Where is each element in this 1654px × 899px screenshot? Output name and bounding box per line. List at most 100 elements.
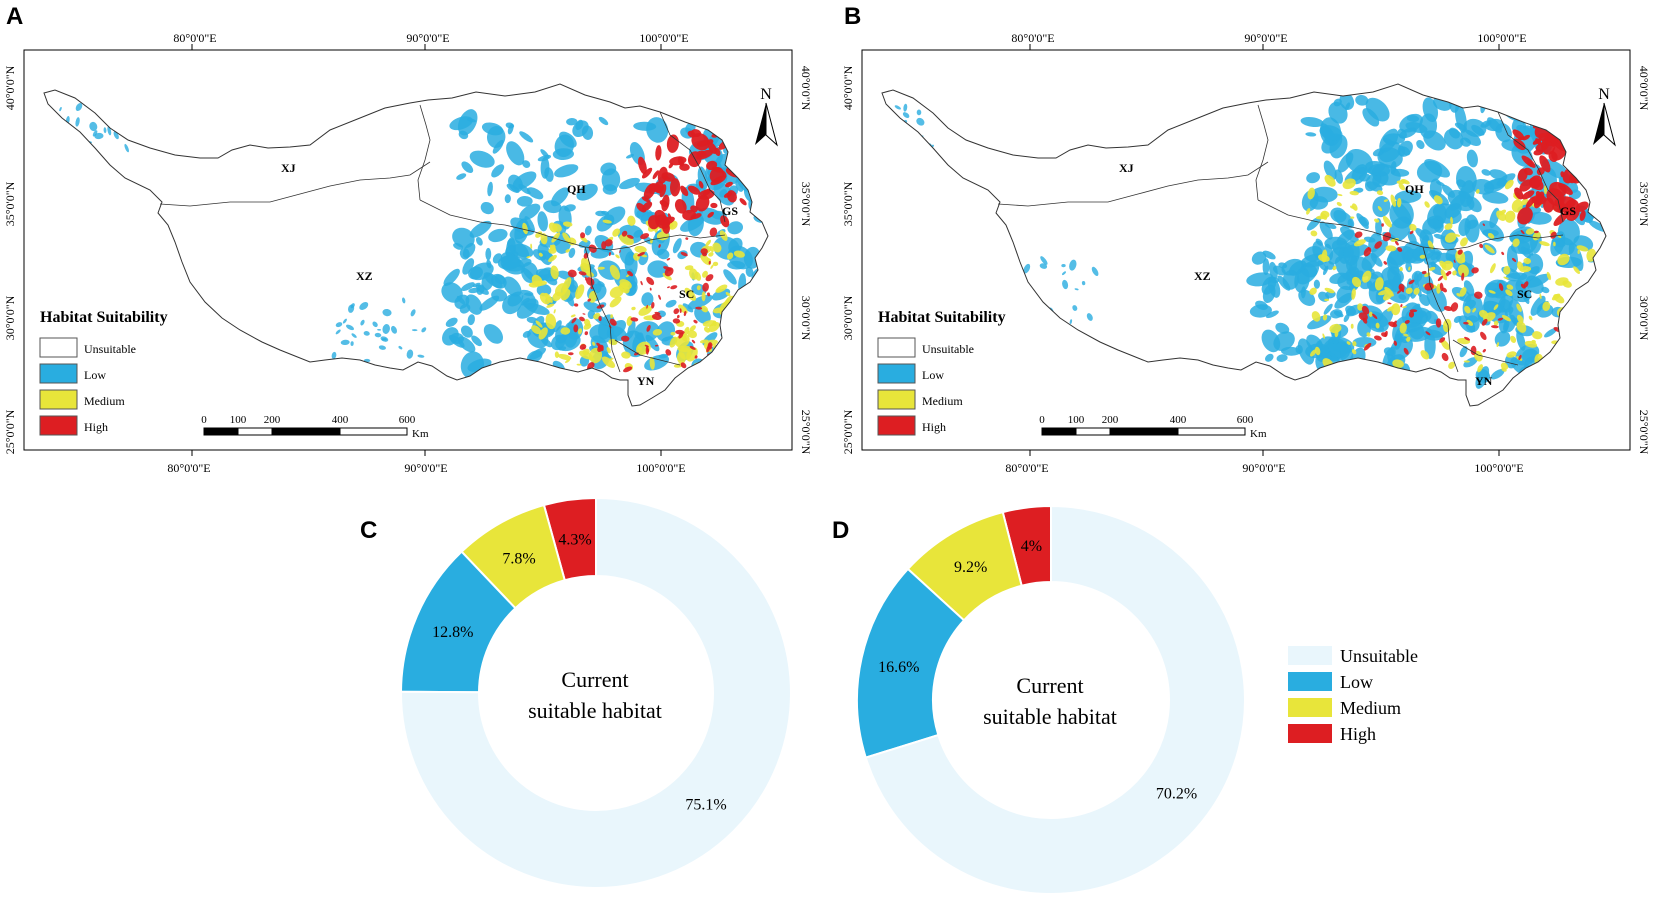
map-frame-b [861, 49, 1631, 451]
donut-legend-swatch-unsuitable [1288, 646, 1332, 665]
map-frame-a [23, 49, 793, 451]
north-arrow-right-icon [765, 102, 778, 147]
north-label-b: N [1598, 86, 1610, 103]
map-panel-b: B 80°0'0"E 90°0'0"E 100°0'0"E 80°0'0"E 9… [841, 3, 1651, 475]
north-arrow-left-icon [755, 103, 766, 145]
donut-legend-label-unsuitable: Unsuitable [1340, 646, 1418, 666]
lat-tick-25-left-a: 25°0'0"N [3, 409, 17, 454]
lon-ticks-bottom-a: 80°0'0"E 90°0'0"E 100°0'0"E [167, 450, 686, 475]
lat-tick-35-right-a: 35°0'0"N [799, 182, 813, 227]
legend-label-medium-a: Medium [84, 394, 125, 408]
panel-label-b: B [844, 3, 861, 30]
province-label-xj-a: XJ [281, 161, 296, 175]
north-arrow-left-icon [1593, 103, 1604, 145]
province-label-qh-a: QH [567, 182, 586, 196]
donut-label-low: 12.8% [432, 624, 473, 641]
lat-ticks-left-a: 40°0'0"N 35°0'0"N 30°0'0"N 25°0'0"N [3, 65, 17, 454]
donut-chart-c: C 4.3% 7.8% 12.8% 75.1% Current suitable ha… [360, 496, 792, 889]
lon-ticks-bottom-b: 80°0'0"E 90°0'0"E 100°0'0"E [1005, 450, 1524, 475]
north-arrow-right-icon [1603, 102, 1616, 147]
donut-center-title-line1-c: Current [561, 667, 628, 692]
lon-tick-80-top-a: 80°0'0"E [173, 31, 216, 45]
lat-tick-40-right-a: 40°0'0"N [799, 66, 813, 111]
lon-tick-90-bottom-a: 90°0'0"E [404, 461, 447, 475]
lon-tick-90-top-a: 90°0'0"E [406, 31, 449, 45]
legend-title-b: Habitat Suitability [878, 309, 1006, 326]
lon-tick-100-bottom-b: 100°0'0"E [1474, 461, 1523, 475]
province-label-xj-b: XJ [1119, 161, 1134, 175]
scale-tick-100-b: 100 [1068, 414, 1085, 426]
donut-label-high: 4.3% [558, 531, 591, 548]
donut-label-unsuitable: 75.1% [685, 797, 726, 814]
panel-label-d: D [832, 517, 849, 544]
lat-tick-25-left-b: 25°0'0"N [841, 409, 855, 454]
lon-tick-100-top-b: 100°0'0"E [1477, 31, 1526, 45]
province-label-yn-b: YN [1475, 374, 1493, 388]
legend-swatch-low-b [877, 363, 916, 384]
legend-swatch-medium-b [877, 389, 916, 410]
lat-tick-30-right-a: 30°0'0"N [799, 296, 813, 341]
province-borders-a [159, 104, 726, 373]
legend-swatch-high-a [39, 415, 78, 436]
legend-a: Habitat Suitability Unsuitable Low Mediu… [39, 309, 168, 436]
province-label-xz-a: XZ [356, 269, 373, 283]
scale-unit-a: Km [412, 428, 429, 440]
lat-tick-35-left-a: 35°0'0"N [3, 181, 17, 226]
north-arrow-a: N [755, 86, 778, 147]
donut-legend-label-high: High [1340, 724, 1376, 744]
lon-ticks-top-a: 80°0'0"E 90°0'0"E 100°0'0"E [173, 31, 689, 50]
lat-tick-30-left-b: 30°0'0"N [841, 295, 855, 340]
lat-tick-30-left-a: 30°0'0"N [3, 295, 17, 340]
province-label-sc-a: SC [679, 287, 694, 301]
lon-tick-80-top-b: 80°0'0"E [1011, 31, 1054, 45]
lon-tick-90-top-b: 90°0'0"E [1244, 31, 1287, 45]
donut-slice-unsuitable [400, 496, 792, 889]
donut-legend: Unsuitable Low Medium High [1288, 646, 1418, 744]
panel-label-a: A [6, 3, 23, 30]
scale-bar-b: 0 100 200 400 600 Km [1039, 414, 1267, 440]
legend-swatch-medium-a [39, 389, 78, 410]
lat-tick-25-right-b: 25°0'0"N [1637, 410, 1651, 455]
legend-swatch-high-b [877, 415, 916, 436]
lat-tick-35-left-b: 35°0'0"N [841, 181, 855, 226]
lon-tick-80-bottom-a: 80°0'0"E [167, 461, 210, 475]
scale-unit-b: Km [1250, 428, 1267, 440]
legend-label-unsuitable-b: Unsuitable [922, 342, 974, 356]
donut-label-medium: 7.8% [502, 550, 535, 567]
legend-label-high-a: High [84, 420, 108, 434]
province-labels-a: XJ QH XZ GS SC YN [281, 161, 738, 388]
scale-tick-100-a: 100 [230, 414, 247, 426]
legend-label-low-b: Low [922, 368, 944, 382]
scale-tick-200-a: 200 [264, 414, 281, 426]
lon-tick-100-bottom-a: 100°0'0"E [636, 461, 685, 475]
lon-tick-90-bottom-b: 90°0'0"E [1242, 461, 1285, 475]
donut-center-title-line1-d: Current [1016, 673, 1083, 698]
donut-label-low: 16.6% [878, 659, 919, 676]
donut-slices-d: 4% 9.2% 16.6% 70.2% [856, 504, 1246, 895]
scale-tick-400-a: 400 [332, 414, 349, 426]
lat-tick-30-right-b: 30°0'0"N [1637, 296, 1651, 341]
province-label-yn-a: YN [637, 374, 655, 388]
legend-label-low-a: Low [84, 368, 106, 382]
lat-tick-40-right-b: 40°0'0"N [1637, 66, 1651, 111]
scale-tick-0-a: 0 [201, 414, 207, 426]
lat-ticks-right-a: 40°0'0"N 35°0'0"N 30°0'0"N 25°0'0"N [799, 66, 813, 455]
north-label-a: N [760, 86, 772, 103]
scale-tick-200-b: 200 [1102, 414, 1119, 426]
legend-label-unsuitable-a: Unsuitable [84, 342, 136, 356]
scale-tick-600-a: 600 [399, 414, 416, 426]
legend-swatch-low-a [39, 363, 78, 384]
lat-tick-40-left-b: 40°0'0"N [841, 65, 855, 110]
scale-tick-400-b: 400 [1170, 414, 1187, 426]
donut-label-high: 4% [1021, 538, 1042, 555]
donut-label-unsuitable: 70.2% [1156, 786, 1197, 803]
donut-legend-swatch-high [1288, 724, 1332, 743]
province-label-xz-b: XZ [1194, 269, 1211, 283]
donut-center-title-line2-c: suitable habitat [528, 698, 662, 723]
donut-slices-c: 4.3% 7.8% 12.8% 75.1% [399, 496, 792, 889]
panel-label-c: C [360, 517, 377, 544]
donut-label-medium: 9.2% [954, 559, 987, 576]
lat-ticks-right-b: 40°0'0"N 35°0'0"N 30°0'0"N 25°0'0"N [1637, 66, 1651, 455]
